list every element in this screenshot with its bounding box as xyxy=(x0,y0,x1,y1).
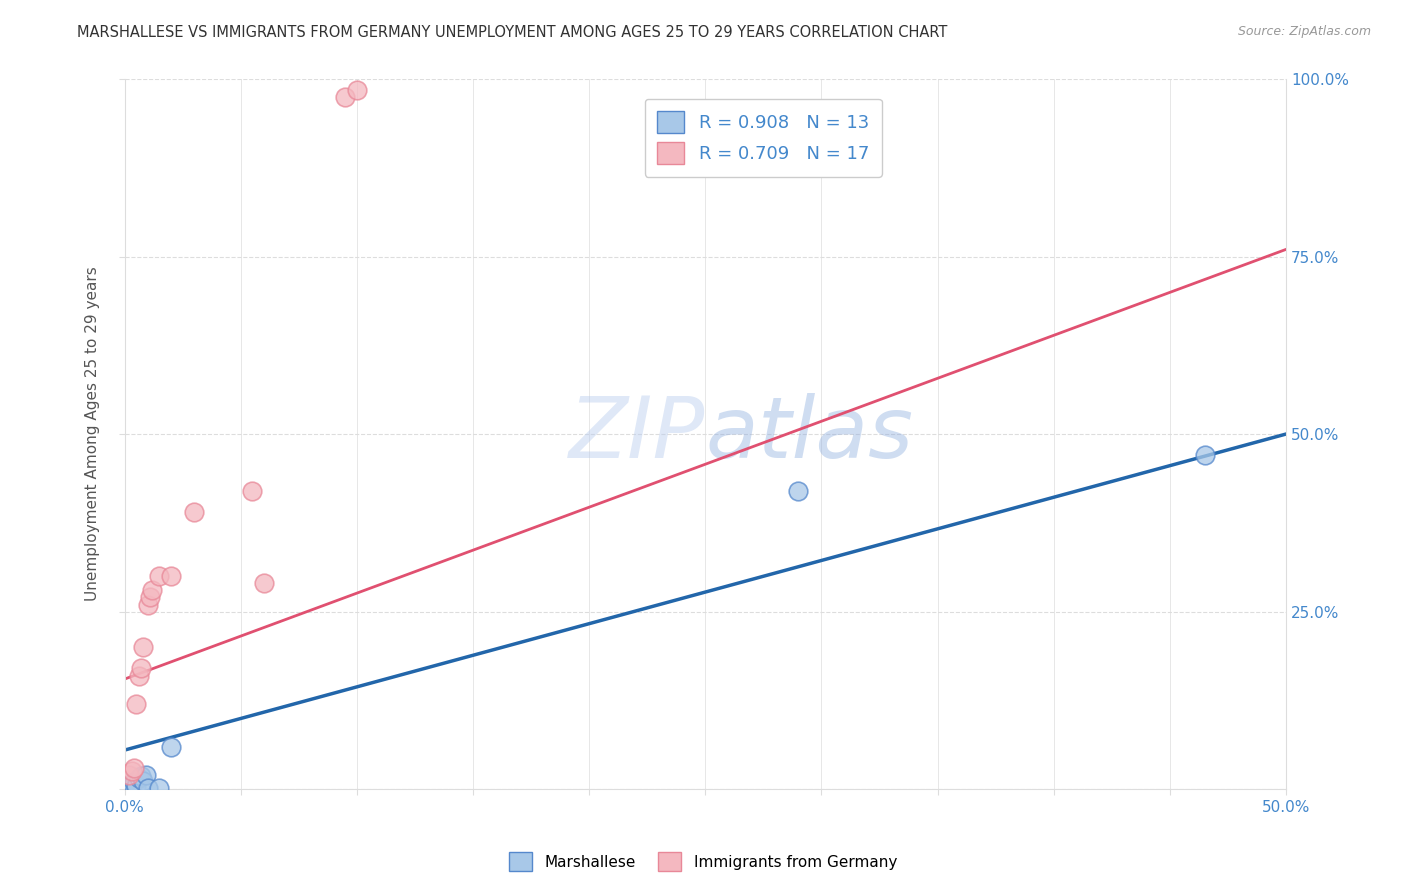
Point xyxy=(148,780,170,795)
Point xyxy=(122,775,145,789)
Point xyxy=(1194,449,1216,463)
Text: atlas: atlas xyxy=(706,392,914,475)
Point xyxy=(118,779,141,793)
Point xyxy=(132,640,155,654)
Point xyxy=(129,769,152,783)
Point xyxy=(118,768,141,782)
Legend: Marshallese, Immigrants from Germany: Marshallese, Immigrants from Germany xyxy=(503,847,903,877)
Point xyxy=(148,569,170,583)
Point xyxy=(121,776,143,790)
Point xyxy=(134,768,156,782)
Point xyxy=(122,761,145,775)
Point xyxy=(160,739,183,754)
Y-axis label: Unemployment Among Ages 25 to 29 years: Unemployment Among Ages 25 to 29 years xyxy=(86,267,100,601)
Point xyxy=(335,89,357,103)
Point xyxy=(136,780,159,795)
Point xyxy=(787,483,810,498)
Point xyxy=(141,583,163,598)
Point xyxy=(128,772,150,786)
Point xyxy=(160,569,183,583)
Point xyxy=(121,764,143,779)
Point xyxy=(132,773,155,788)
Legend: R = 0.908   N = 13, R = 0.709   N = 17: R = 0.908 N = 13, R = 0.709 N = 17 xyxy=(644,99,882,177)
Point xyxy=(253,576,276,591)
Point xyxy=(128,668,150,682)
Point xyxy=(136,598,159,612)
Point xyxy=(139,591,162,605)
Text: ZIP: ZIP xyxy=(569,392,706,475)
Point xyxy=(125,779,148,793)
Point xyxy=(346,82,368,96)
Point xyxy=(129,661,152,675)
Text: MARSHALLESE VS IMMIGRANTS FROM GERMANY UNEMPLOYMENT AMONG AGES 25 TO 29 YEARS CO: MARSHALLESE VS IMMIGRANTS FROM GERMANY U… xyxy=(77,25,948,40)
Point xyxy=(125,697,148,711)
Point xyxy=(183,505,205,519)
Text: Source: ZipAtlas.com: Source: ZipAtlas.com xyxy=(1237,25,1371,38)
Point xyxy=(240,483,263,498)
